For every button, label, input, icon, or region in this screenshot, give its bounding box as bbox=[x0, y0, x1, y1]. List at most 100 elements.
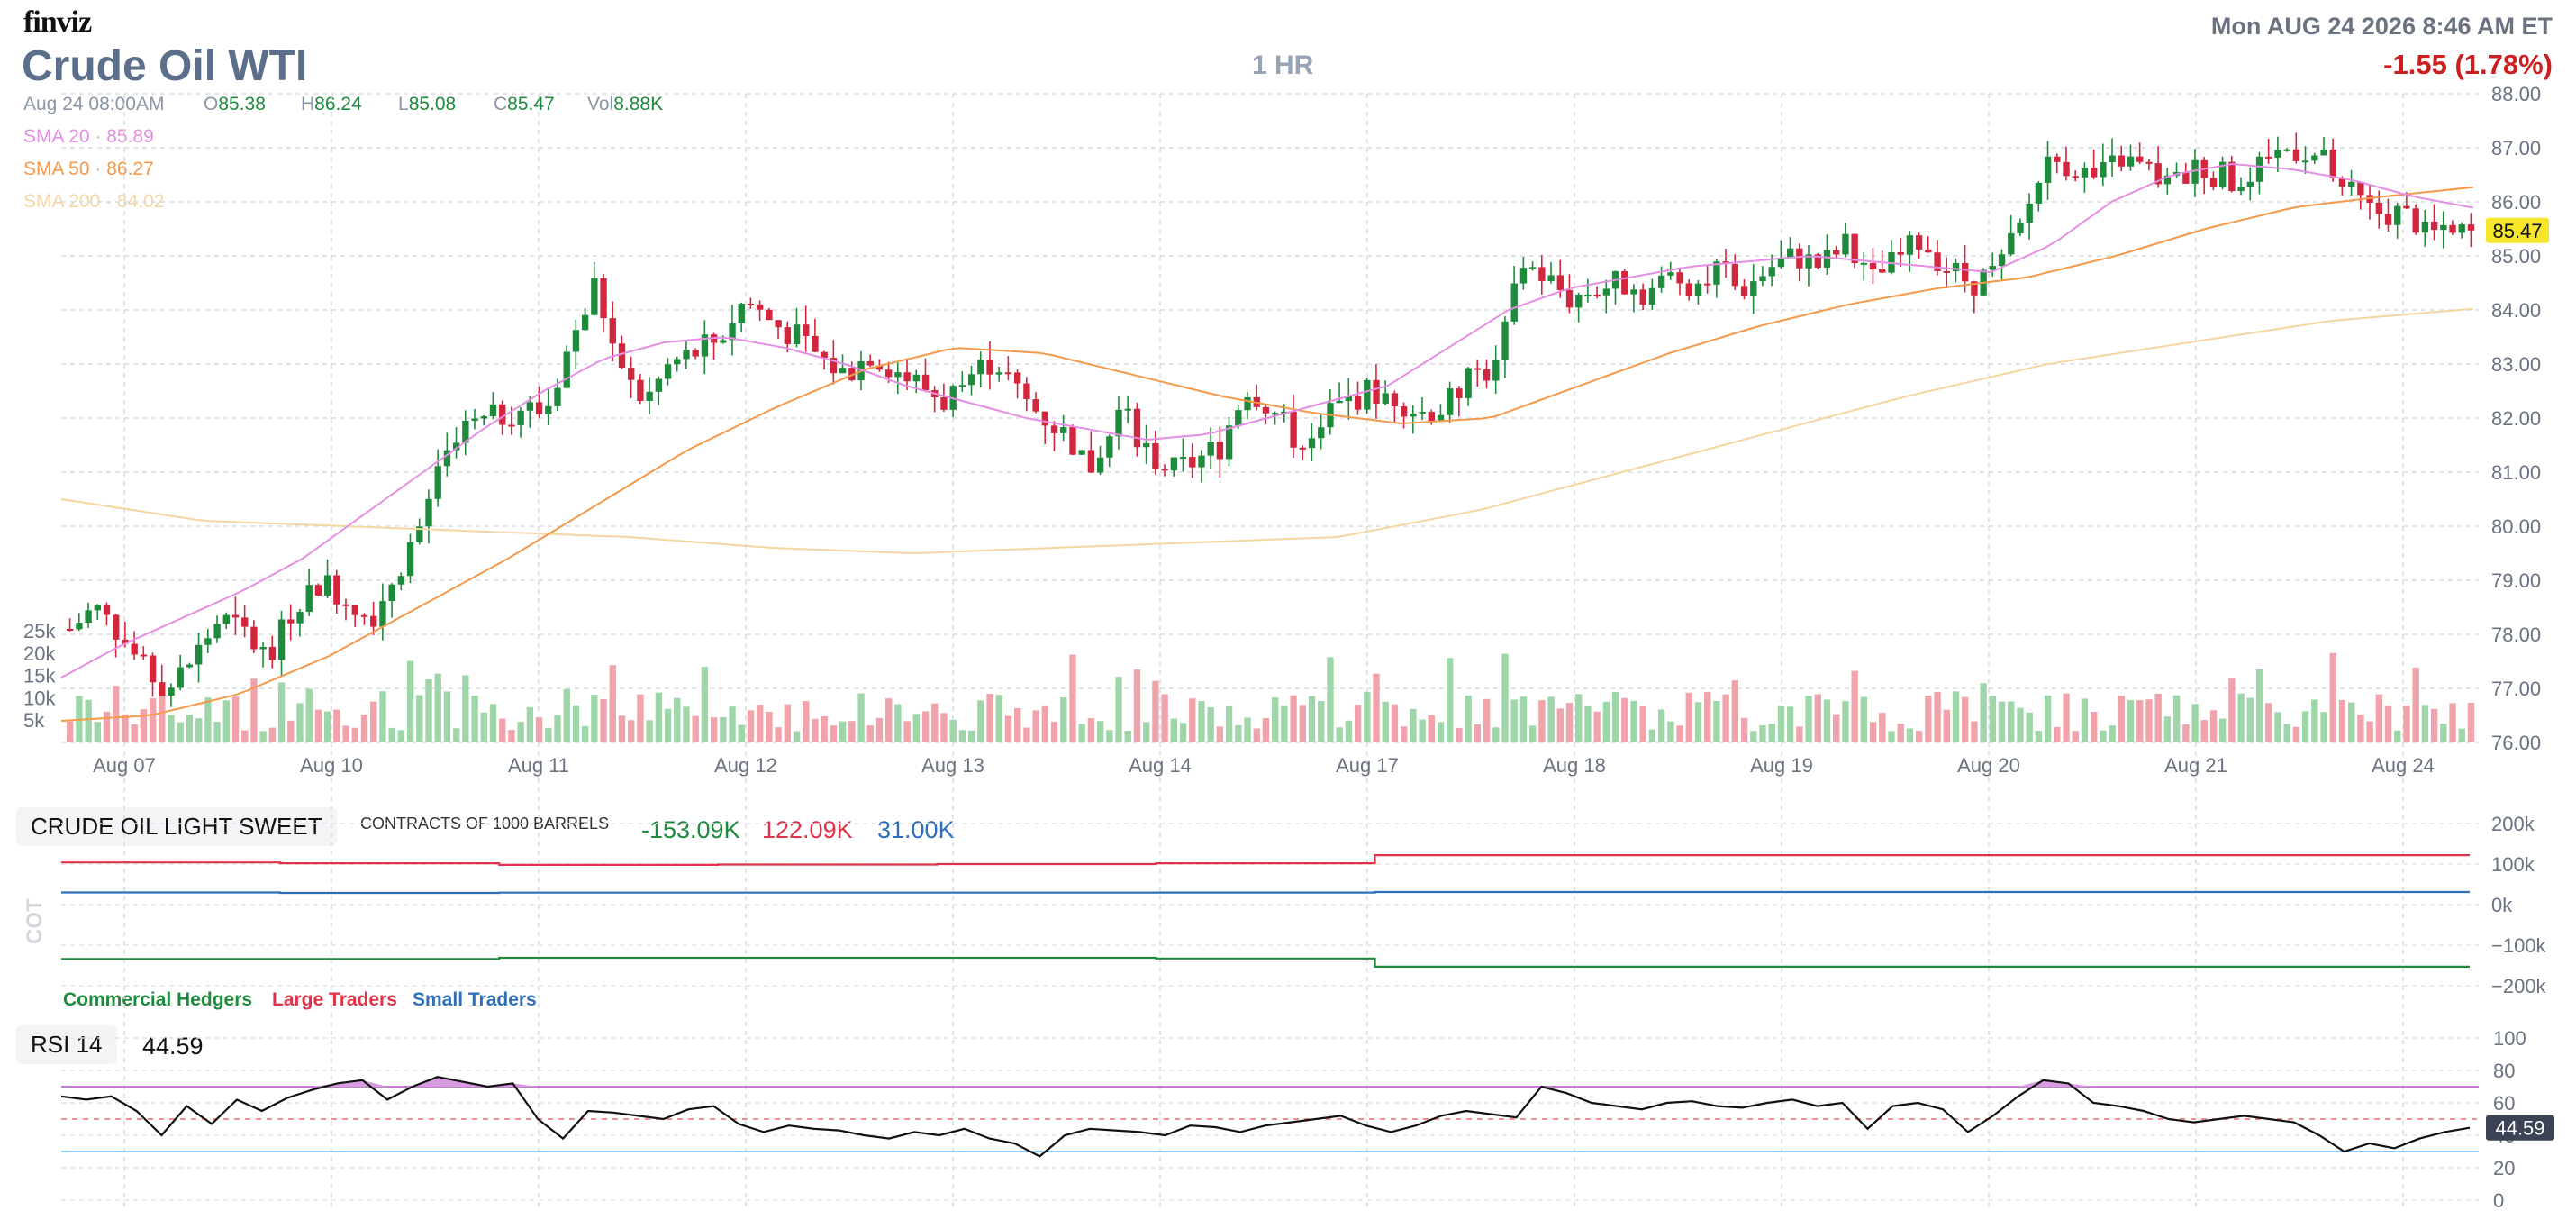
candle-body bbox=[1565, 289, 1574, 308]
volume-bar bbox=[2338, 700, 2346, 742]
volume-bar bbox=[1869, 722, 1877, 742]
candle-body bbox=[986, 360, 993, 375]
volume-bar bbox=[1041, 706, 1049, 742]
candle-body bbox=[1971, 281, 1978, 296]
candle-body bbox=[2081, 168, 2089, 178]
finviz-logo[interactable]: finviz bbox=[23, 5, 92, 39]
volume-bar bbox=[581, 725, 589, 742]
volume-bar bbox=[554, 715, 561, 742]
candle-body bbox=[1667, 272, 1674, 276]
volume-bar bbox=[1428, 715, 1435, 742]
candle-body bbox=[360, 614, 368, 617]
candle-body bbox=[140, 654, 148, 657]
volume-bar bbox=[2081, 698, 2089, 742]
candle-body bbox=[1897, 252, 1904, 255]
volume-bar bbox=[1602, 701, 1610, 742]
price-axis-tick: 84.00 bbox=[2491, 299, 2541, 322]
candle-body bbox=[2228, 161, 2236, 192]
candle-body bbox=[1501, 321, 1509, 360]
volume-bar bbox=[977, 700, 984, 742]
volume-bar bbox=[2412, 667, 2419, 742]
candle-body bbox=[342, 604, 349, 606]
volume-bar bbox=[1611, 692, 1619, 742]
candle-body bbox=[1556, 275, 1564, 290]
price-axis-tick: 80.00 bbox=[2491, 515, 2541, 538]
volume-bar bbox=[1456, 727, 1463, 742]
candle-body bbox=[2026, 203, 2033, 223]
candle-body bbox=[600, 278, 607, 319]
candle-body bbox=[1189, 457, 1196, 468]
candle-body bbox=[894, 372, 902, 378]
candle-body bbox=[231, 614, 240, 618]
sma50-line bbox=[60, 186, 2474, 722]
volume-bar bbox=[305, 688, 313, 742]
open-label: O bbox=[204, 94, 219, 114]
volume-bar bbox=[986, 694, 993, 742]
time-axis-tick: Aug 17 bbox=[1336, 754, 1399, 777]
volume-bar bbox=[140, 709, 148, 742]
candle-body bbox=[76, 623, 83, 630]
candle-body bbox=[1943, 270, 1950, 273]
volume-bar bbox=[894, 704, 902, 742]
volume-bar bbox=[1667, 721, 1674, 742]
volume-bar bbox=[2403, 706, 2410, 742]
candle-body bbox=[2100, 162, 2107, 178]
last-price-tag bbox=[2486, 217, 2549, 243]
cot-panel-label[interactable]: CRUDE OIL LIGHT SWEET bbox=[16, 807, 337, 846]
rsi-overbought-fill bbox=[2068, 1083, 2094, 1087]
volume-bar bbox=[1704, 691, 1711, 742]
volume-bar bbox=[2394, 730, 2401, 742]
candle-body bbox=[1593, 294, 1601, 296]
sma50-legend[interactable]: SMA 50 · 86.27 bbox=[23, 159, 154, 179]
candle-body bbox=[416, 526, 423, 542]
candle-body bbox=[1962, 262, 1969, 282]
volume-bar bbox=[277, 682, 286, 742]
candle-body bbox=[1299, 447, 1306, 450]
candle-body bbox=[103, 605, 111, 615]
candle-body bbox=[1170, 457, 1178, 471]
candle-body bbox=[213, 624, 221, 639]
candle-body bbox=[793, 324, 801, 345]
volume-bar bbox=[1510, 699, 1518, 742]
candle-body bbox=[159, 682, 166, 696]
volume-bar bbox=[2274, 712, 2281, 742]
candle-body bbox=[628, 368, 635, 380]
cot-legend-large[interactable]: Large Traders bbox=[272, 989, 397, 1010]
candle-body bbox=[2008, 232, 2015, 255]
candle-body bbox=[1474, 368, 1482, 370]
candle-body bbox=[241, 617, 249, 627]
volume-bar bbox=[885, 698, 893, 742]
volume-bar bbox=[388, 727, 395, 742]
candle-body bbox=[812, 335, 819, 352]
timeframe-label[interactable]: 1 HR bbox=[1252, 50, 1314, 80]
volume-bar bbox=[2311, 699, 2318, 742]
rsi-panel-label[interactable]: RSI 14 bbox=[16, 1025, 117, 1064]
cot-legend-small[interactable]: Small Traders bbox=[413, 989, 537, 1010]
volume-bar bbox=[903, 721, 911, 742]
volume-axis-tick: 15k bbox=[23, 665, 56, 687]
volume-bar bbox=[720, 716, 727, 742]
volume-bar bbox=[912, 714, 921, 742]
ohlc-low: L85.08 bbox=[398, 94, 456, 115]
sma20-legend[interactable]: SMA 20 · 85.89 bbox=[23, 126, 154, 147]
time-axis-tick: Aug 20 bbox=[1957, 754, 2020, 777]
candle-body bbox=[2301, 160, 2309, 163]
volume-bar bbox=[2329, 652, 2336, 742]
candle-body bbox=[2440, 224, 2447, 231]
sma20-value: 85.89 bbox=[106, 126, 154, 147]
volume-bar bbox=[2384, 706, 2392, 742]
cot-legend-commercial[interactable]: Commercial Hedgers bbox=[63, 989, 253, 1010]
volume-bar bbox=[2100, 730, 2107, 742]
time-axis-tick: Aug 13 bbox=[921, 754, 984, 777]
sma20-line bbox=[60, 162, 2474, 678]
candle-body bbox=[1860, 262, 1868, 265]
volume-bar bbox=[1327, 657, 1334, 742]
volume-bar bbox=[2467, 702, 2475, 742]
candle-body bbox=[1685, 283, 1692, 296]
candle-body bbox=[655, 378, 663, 392]
price-axis-tick: 85.00 bbox=[2491, 245, 2541, 268]
candle-body bbox=[1456, 388, 1463, 398]
volume-bar bbox=[480, 712, 487, 742]
volume-bar bbox=[2154, 693, 2162, 742]
